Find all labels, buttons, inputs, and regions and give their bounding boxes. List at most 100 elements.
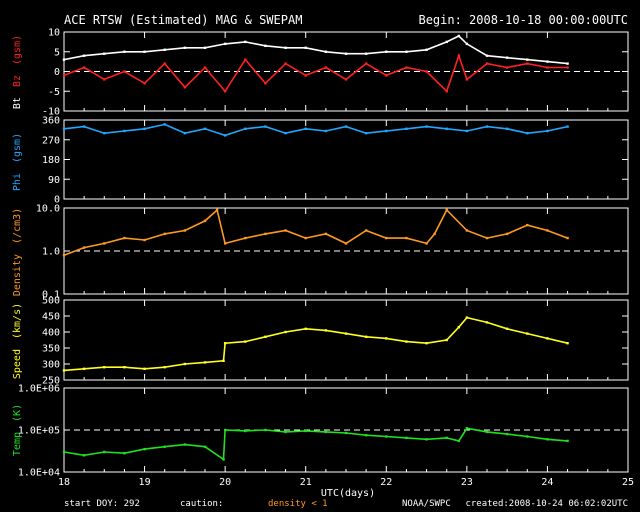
- density-point-density: [324, 232, 328, 236]
- mag-ylabel-bt: Bt: [12, 97, 23, 109]
- density-point-density: [385, 236, 388, 240]
- phi-point-phi: [505, 127, 509, 130]
- density-point-density: [103, 242, 106, 245]
- density-point-density: [465, 229, 469, 232]
- temp-point-temp: [546, 438, 549, 441]
- mag-point-bz: [244, 58, 247, 61]
- caution-label: caution:: [180, 499, 223, 509]
- speed-point-speed: [526, 332, 529, 335]
- speed-point-speed: [203, 361, 207, 364]
- mag-point-bt: [284, 46, 287, 49]
- speed-ylabel-unit: (km/s): [12, 303, 23, 339]
- density-point-density: [526, 223, 529, 227]
- mag-point-bz: [405, 66, 408, 69]
- mag-point-bt: [385, 50, 388, 53]
- phi-point-phi: [143, 127, 146, 130]
- temp-point-temp: [425, 438, 428, 441]
- phi-point-phi: [223, 134, 227, 137]
- phi-point-phi: [82, 125, 86, 128]
- phi-point-phi: [425, 125, 428, 128]
- mag-point-bz: [566, 66, 569, 69]
- density-ytick-label: 0.1: [42, 290, 60, 301]
- speed-ytick-label: 450: [42, 312, 60, 323]
- mag-point-bt: [505, 56, 509, 59]
- temp-point-temp: [457, 439, 460, 443]
- density-point-density: [183, 229, 187, 232]
- density-point-density: [364, 229, 368, 232]
- density-point-density: [163, 232, 166, 236]
- x-tick-label: 23: [461, 477, 473, 488]
- mag-point-bz: [62, 74, 66, 77]
- density-point-density: [264, 232, 267, 236]
- speed-ylabel: Speed (km/s): [12, 303, 23, 379]
- speed-point-speed: [324, 329, 328, 332]
- mag-point-bz: [445, 90, 448, 93]
- temp-point-temp: [62, 450, 66, 454]
- speed-point-speed: [445, 338, 448, 342]
- phi-point-phi: [405, 127, 408, 130]
- temp-point-temp: [284, 430, 287, 434]
- phi-ytick-label: 270: [42, 135, 60, 146]
- temp-point-temp: [526, 435, 529, 438]
- phi-point-phi: [123, 129, 126, 133]
- density-point-density: [143, 238, 146, 242]
- density-point-density: [203, 219, 207, 223]
- temp-series-temp: [63, 427, 568, 461]
- mag-point-bz: [284, 62, 287, 65]
- mag-point-bz: [364, 62, 368, 65]
- mag-point-bt: [405, 50, 408, 53]
- mag-point-bz: [223, 90, 227, 93]
- speed-ytick-label: 500: [42, 296, 60, 307]
- mag-point-bz: [546, 66, 549, 69]
- mag-point-bt: [445, 40, 448, 44]
- mag-point-bt: [163, 48, 166, 51]
- mag-point-bz: [344, 78, 348, 81]
- mag-point-bt: [103, 52, 106, 55]
- density-point-density: [425, 242, 428, 245]
- temp-point-temp: [364, 434, 368, 437]
- density-point-density: [433, 232, 436, 236]
- mag-point-bz: [143, 82, 146, 85]
- phi-point-phi: [264, 125, 267, 128]
- phi-point-phi: [364, 131, 368, 135]
- speed-ylabel-name: Speed: [12, 349, 23, 379]
- phi-point-phi: [465, 129, 469, 133]
- speed-ytick-label: 350: [42, 344, 60, 355]
- phi-point-phi: [566, 125, 569, 128]
- temp-point-temp: [222, 458, 225, 461]
- temp-point-temp: [485, 430, 489, 434]
- speed-point-speed: [223, 342, 227, 345]
- mag-point-bt: [457, 34, 460, 38]
- mag-ytick-label: -10: [42, 107, 60, 118]
- speed-point-speed: [244, 340, 247, 343]
- speed-ytick-label: 300: [42, 360, 60, 371]
- speed-point-speed: [457, 326, 460, 329]
- speed-ytick-label: 400: [42, 328, 60, 339]
- phi-point-phi: [445, 127, 448, 130]
- mag-point-bz: [103, 78, 106, 81]
- mag-point-bt: [62, 58, 66, 61]
- phi-point-phi: [183, 131, 187, 135]
- speed-point-speed: [103, 366, 106, 369]
- mag-point-bt: [143, 50, 146, 53]
- mag-point-bt: [244, 40, 247, 44]
- mag-point-bz: [505, 66, 509, 69]
- source-label: NOAA/SWPC: [402, 499, 451, 509]
- created-time: created:2008-10-24 06:02:02UTC: [465, 499, 628, 509]
- temp-point-temp: [123, 452, 126, 455]
- phi-point-phi: [344, 125, 348, 128]
- speed-point-speed: [264, 335, 267, 338]
- mag-point-bz: [123, 70, 126, 73]
- mag-ytick-label: -5: [48, 87, 60, 98]
- mag-point-bt: [425, 48, 428, 51]
- x-tick-label: 25: [622, 477, 634, 488]
- phi-ylabel-unit: (gsm): [12, 133, 23, 163]
- mag-ylabel-unit: (gsm): [12, 35, 23, 65]
- mag-point-bt: [364, 52, 368, 55]
- mag-series-bt: [63, 35, 568, 65]
- x-tick-label: 24: [541, 477, 553, 488]
- x-tick-label: 18: [58, 477, 70, 488]
- phi-series-phi: [63, 123, 568, 137]
- density-point-density: [123, 236, 126, 240]
- mag-point-bt: [526, 58, 529, 61]
